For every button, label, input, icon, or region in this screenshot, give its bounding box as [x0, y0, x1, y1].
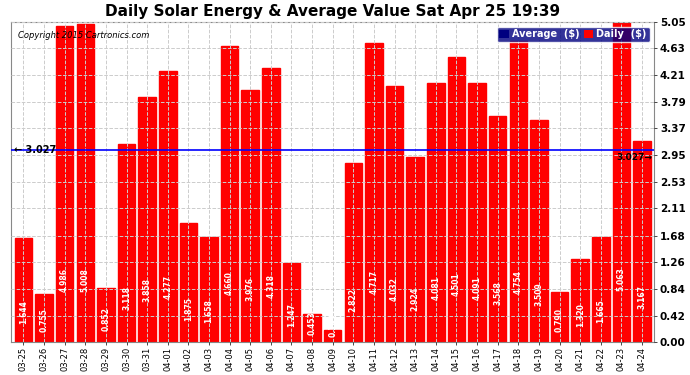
Text: 1.320: 1.320 — [575, 303, 584, 327]
Text: ← 3.027: ← 3.027 — [14, 145, 57, 155]
Text: 4.754: 4.754 — [514, 270, 523, 294]
Text: 4.986: 4.986 — [60, 268, 69, 292]
Text: 4.032: 4.032 — [390, 277, 399, 301]
Text: 1.247: 1.247 — [287, 303, 296, 327]
Bar — [304, 314, 321, 342]
Bar — [571, 259, 589, 342]
Bar — [592, 237, 609, 342]
Bar — [365, 43, 383, 342]
Bar — [159, 71, 177, 342]
Text: 2.924: 2.924 — [411, 288, 420, 311]
Text: Copyright 2015 Cartronics.com: Copyright 2015 Cartronics.com — [17, 32, 149, 40]
Bar — [489, 116, 506, 342]
Bar — [344, 163, 362, 342]
Bar — [530, 120, 548, 342]
Bar — [551, 292, 569, 342]
Text: 3.509: 3.509 — [535, 282, 544, 306]
Bar — [14, 238, 32, 342]
Text: 1.875: 1.875 — [184, 297, 193, 321]
Text: 3.858: 3.858 — [143, 279, 152, 303]
Bar — [262, 68, 279, 342]
Text: 4.660: 4.660 — [225, 271, 234, 295]
Bar — [118, 144, 135, 342]
Bar — [509, 40, 527, 342]
Text: 4.501: 4.501 — [452, 273, 461, 296]
Bar — [448, 57, 465, 342]
Bar — [613, 21, 630, 342]
Text: 5.063: 5.063 — [617, 267, 626, 291]
Text: 5.008: 5.008 — [81, 268, 90, 291]
Bar — [406, 157, 424, 342]
Text: 4.717: 4.717 — [369, 270, 379, 294]
Bar — [179, 224, 197, 342]
Text: 1.658: 1.658 — [204, 300, 213, 324]
Text: 0.189: 0.189 — [328, 314, 337, 338]
Bar — [427, 83, 444, 342]
Legend: Average  ($), Daily  ($): Average ($), Daily ($) — [497, 27, 649, 42]
Bar — [324, 330, 342, 342]
Text: 4.091: 4.091 — [473, 276, 482, 300]
Text: 4.277: 4.277 — [164, 274, 172, 298]
Title: Daily Solar Energy & Average Value Sat Apr 25 19:39: Daily Solar Energy & Average Value Sat A… — [105, 4, 560, 19]
Text: 3.027→: 3.027→ — [616, 153, 652, 162]
Bar — [139, 98, 156, 342]
Bar — [283, 263, 300, 342]
Bar — [469, 82, 486, 342]
Text: 2.822: 2.822 — [349, 288, 358, 312]
Text: 1.665: 1.665 — [596, 300, 605, 323]
Bar — [77, 24, 94, 342]
Text: 3.118: 3.118 — [122, 285, 131, 309]
Bar — [97, 288, 115, 342]
Text: 0.852: 0.852 — [101, 307, 110, 331]
Bar — [35, 294, 53, 342]
Text: 0.453: 0.453 — [308, 311, 317, 335]
Bar — [241, 90, 259, 342]
Text: 4.318: 4.318 — [266, 274, 275, 298]
Bar — [386, 86, 404, 342]
Text: 3.568: 3.568 — [493, 281, 502, 305]
Bar — [221, 46, 239, 342]
Bar — [633, 141, 651, 342]
Text: 3.167: 3.167 — [638, 285, 647, 309]
Text: 1.644: 1.644 — [19, 300, 28, 324]
Text: 0.755: 0.755 — [39, 308, 48, 332]
Text: 0.790: 0.790 — [555, 308, 564, 332]
Text: 3.976: 3.976 — [246, 278, 255, 302]
Text: 4.081: 4.081 — [431, 276, 440, 300]
Bar — [200, 237, 218, 342]
Bar — [56, 26, 73, 342]
